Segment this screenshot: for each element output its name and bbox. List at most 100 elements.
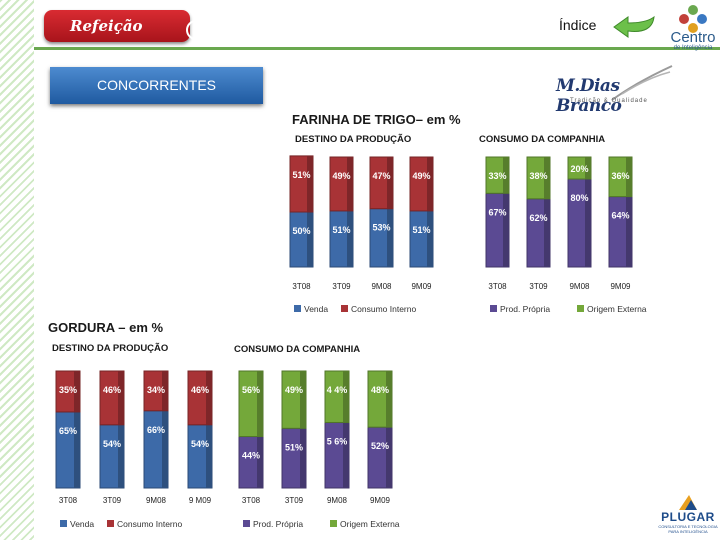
cutlery-icon xyxy=(186,20,206,40)
bar-shade xyxy=(118,424,124,488)
legend-swatch xyxy=(60,520,67,527)
tick-label: 3T08 xyxy=(59,496,78,505)
bar-shade xyxy=(300,428,306,488)
tick-label: 9M08 xyxy=(146,496,167,505)
legend-label: Origem Externa xyxy=(587,304,647,314)
chart-group-title: FARINHA DE TRIGO– em % xyxy=(292,112,461,127)
data-label: 4 4% xyxy=(327,385,348,395)
chart-title: DESTINO DA PRODUÇÃO xyxy=(52,343,168,354)
tick-label: 3T08 xyxy=(292,282,311,291)
data-label: 36% xyxy=(611,171,629,181)
bar-shade xyxy=(427,210,433,267)
centro-subtitle: de Inteligência xyxy=(673,45,713,51)
bar-shade xyxy=(347,210,353,267)
tick-label: 9M09 xyxy=(411,282,432,291)
legend-label: Venda xyxy=(304,304,328,314)
data-label: 65% xyxy=(59,426,77,436)
bar-shade xyxy=(544,157,550,199)
bar-shade xyxy=(585,157,591,179)
data-label: 64% xyxy=(611,211,629,221)
bar-shade xyxy=(307,155,313,212)
tick-label: 3T09 xyxy=(332,282,351,291)
index-link[interactable]: Índice xyxy=(559,17,597,33)
bar-shade xyxy=(626,157,632,197)
footer-logo: PLUGAR CONSULTORIA E TECNOLOGIA PARA INT… xyxy=(656,494,720,534)
data-label: 49% xyxy=(332,171,350,181)
tick-label: 9M08 xyxy=(371,282,392,291)
bar-shade xyxy=(257,436,263,488)
data-label: 34% xyxy=(147,385,165,395)
bar-shade xyxy=(427,157,433,211)
legend-label: Consumo Interno xyxy=(351,304,416,314)
bar-shade xyxy=(343,371,349,423)
bar-shade xyxy=(387,208,393,267)
brand-name: Refeição xyxy=(70,17,143,35)
tick-label: 9M08 xyxy=(327,496,348,505)
data-label: 80% xyxy=(570,193,588,203)
bar-shade xyxy=(503,157,509,194)
legend-swatch xyxy=(490,305,497,312)
flower-icon xyxy=(679,5,707,33)
company-logo: M.Dias Branco Tradição & Qualidade xyxy=(552,64,677,116)
data-label: 67% xyxy=(488,207,506,217)
company-tagline: Tradição & Qualidade xyxy=(570,98,648,104)
tick-label: 3T09 xyxy=(529,282,548,291)
bar-shade xyxy=(162,410,168,488)
bar-shade xyxy=(118,371,124,425)
legend-swatch xyxy=(341,305,348,312)
data-label: 51% xyxy=(292,170,310,180)
chart-group-title: GORDURA – em % xyxy=(48,320,164,335)
bar-shade xyxy=(343,422,349,488)
tick-label: 3T08 xyxy=(488,282,507,291)
bar-shade xyxy=(386,427,392,488)
data-label: 56% xyxy=(242,385,260,395)
data-label: 49% xyxy=(285,385,303,395)
bar-shade xyxy=(206,371,212,425)
centro-logo: Centro de Inteligência xyxy=(668,4,718,51)
tick-label: 9M09 xyxy=(610,282,631,291)
data-label: 20% xyxy=(570,164,588,174)
legend-label: Prod. Própria xyxy=(253,519,303,529)
tick-label: 9 M09 xyxy=(189,496,212,505)
tick-label: 3T09 xyxy=(103,496,122,505)
bar-shade xyxy=(162,371,168,411)
company-logo-text: M.Dias Branco xyxy=(556,76,622,116)
data-label: 53% xyxy=(372,223,390,233)
legend-swatch xyxy=(294,305,301,312)
data-label: 50% xyxy=(292,226,310,236)
triangle-mark-icon xyxy=(679,495,697,510)
legend-swatch xyxy=(330,520,337,527)
section-title: CONCORRENTES xyxy=(50,67,263,104)
bar-shade xyxy=(300,371,306,429)
bar-shade xyxy=(585,179,591,267)
data-label: 44% xyxy=(242,451,260,461)
data-label: 51% xyxy=(332,225,350,235)
legend-swatch xyxy=(243,520,250,527)
data-label: 48% xyxy=(371,385,389,395)
bar-shade xyxy=(544,198,550,267)
data-label: 52% xyxy=(371,441,389,451)
centro-title: Centro xyxy=(670,29,716,46)
bar-shade xyxy=(74,411,80,488)
bar-shade xyxy=(386,371,392,428)
footer-logo-text: PLUGAR xyxy=(661,510,715,524)
data-label: 33% xyxy=(488,171,506,181)
legend-swatch xyxy=(107,520,114,527)
tick-label: 9M08 xyxy=(569,282,590,291)
back-arrow-icon[interactable] xyxy=(612,14,656,40)
chart-title: DESTINO DA PRODUÇÃO xyxy=(295,134,411,145)
legend-label: Origem Externa xyxy=(340,519,400,529)
data-label: 54% xyxy=(191,439,209,449)
bar-shade xyxy=(206,424,212,488)
data-label: 47% xyxy=(372,171,390,181)
legend-swatch xyxy=(577,305,584,312)
bar-shade xyxy=(347,157,353,211)
brand-logo: Refeição xyxy=(44,10,206,42)
footer-logo-subtitle: CONSULTORIA E TECNOLOGIA PARA INTELIGÊNC… xyxy=(658,524,718,534)
data-label: 5 6% xyxy=(327,436,348,446)
bar-shade xyxy=(307,212,313,267)
data-label: 38% xyxy=(529,171,547,181)
chart-title: CONSUMO DA COMPANHIA xyxy=(479,134,605,145)
wheat-icon xyxy=(611,65,673,101)
